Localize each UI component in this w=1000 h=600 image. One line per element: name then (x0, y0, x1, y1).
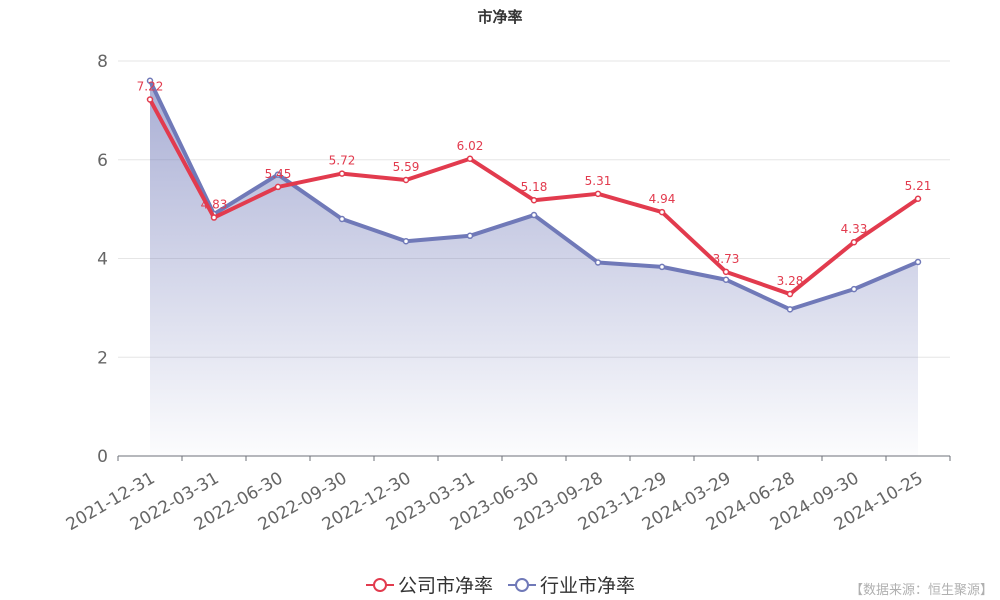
company-pb-data-label: 5.59 (393, 160, 420, 174)
company-pb-data-label: 5.21 (905, 179, 932, 193)
y-tick-label: 4 (97, 250, 108, 270)
company-pb-point (530, 196, 538, 204)
industry-pb-point (146, 77, 154, 84)
industry-pb-point (466, 232, 474, 240)
industry-pb-point (786, 306, 794, 313)
company-pb-point (338, 170, 346, 177)
chart-title: 市净率 (477, 8, 522, 26)
y-tick-label: 0 (97, 447, 108, 467)
industry-pb-point (274, 171, 282, 178)
company-pb-data-label: 4.33 (841, 222, 868, 236)
company-pb-data-label: 4.94 (649, 192, 676, 206)
legend-circle-icon (373, 578, 387, 592)
company-pb-point (274, 183, 282, 191)
company-pb-point (658, 208, 666, 216)
industry-pb-point (402, 237, 410, 245)
company-pb-data-label: 3.28 (777, 274, 804, 288)
series-layer (146, 77, 922, 456)
y-axis: 0 2 4 6 8 (97, 52, 108, 467)
industry-pb-point (722, 276, 730, 283)
x-axis: 2021-12-312022-03-312022-06-302022-09-30… (63, 455, 951, 535)
industry-pb-point (530, 211, 538, 219)
company-pb-data-label: 5.31 (585, 174, 612, 188)
legend-label: 公司市净率 (398, 575, 493, 597)
legend[interactable]: 公司市净率 行业市净率 (366, 575, 635, 597)
company-pb-data-label: 3.73 (713, 252, 740, 266)
company-pb-point (594, 190, 602, 198)
company-pb-point (914, 195, 922, 203)
company-pb-data-label: 7.22 (137, 80, 164, 94)
industry-area (150, 80, 918, 456)
company-pb-point (786, 290, 794, 298)
company-pb-point (146, 96, 154, 103)
data-labels: 7.22 4.83 5.45 5.72 5.59 6.02 5.18 5.31 4.94 3.73… (137, 80, 932, 289)
company-pb-point (402, 176, 410, 184)
industry-pb-point (338, 215, 346, 223)
company-pb-data-label: 5.45 (265, 167, 292, 181)
y-tick-label: 6 (97, 151, 108, 171)
company-pb-data-label: 6.02 (457, 139, 484, 153)
industry-pb-point (850, 285, 858, 293)
y-tick-label: 8 (97, 52, 108, 72)
industry-pb-point (658, 263, 666, 271)
legend-item-industry[interactable]: 行业市净率 (508, 575, 635, 597)
legend-item-company[interactable]: 公司市净率 (366, 575, 493, 597)
data-source: 【数据来源：恒生聚源】 (850, 583, 993, 598)
industry-pb-point (594, 259, 602, 266)
legend-label: 行业市净率 (540, 575, 635, 597)
legend-circle-icon (515, 578, 529, 592)
company-pb-point (722, 268, 730, 276)
company-pb-point (850, 238, 858, 246)
company-pb-point (210, 214, 218, 221)
company-pb-data-label: 4.83 (201, 198, 228, 212)
company-pb-data-label: 5.18 (521, 180, 548, 194)
company-pb-point (466, 155, 474, 163)
company-pb-data-label: 5.72 (329, 154, 356, 168)
y-tick-label: 2 (97, 348, 108, 368)
industry-pb-point (914, 258, 922, 266)
